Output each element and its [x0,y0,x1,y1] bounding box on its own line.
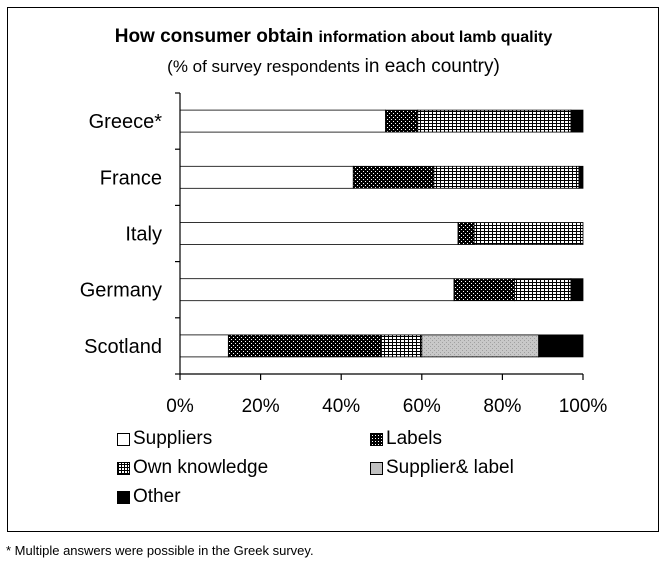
category-label: Italy [125,224,162,246]
legend-swatch [117,461,130,475]
bar-france-other [578,165,584,189]
bar-germany-other [570,278,584,302]
category-label: Scotland [84,336,162,358]
footnote: * Multiple answers were possible in the … [6,543,314,558]
chart-subtitle: (% of survey respondents in each country… [0,56,667,78]
bar-germany-labels [453,278,515,302]
bar-france-suppliers [179,165,354,189]
legend-label: Supplier& label [386,457,514,478]
legend-swatch [117,432,130,446]
legend-item-own-knowledge: Own knowledge [117,457,268,479]
x-tick-label: 100% [559,396,608,417]
legend-item-labels: Labels [370,428,442,450]
bar-italy-own-knowledge [473,222,584,245]
x-tick-label: 40% [322,396,360,417]
legend-label: Other [133,486,181,507]
bar-france-own-knowledge [433,165,580,189]
chart-frame [7,7,659,532]
legend-item-other: Other [117,486,181,508]
x-tick-label: 80% [483,396,521,417]
category-label: France [100,167,162,189]
bar-france-labels [352,165,435,189]
legend-item-supplier-label: Supplier& label [370,457,514,479]
legend-swatch [370,432,383,446]
bar-greece-other [570,109,584,133]
category-label: Germany [80,280,162,302]
bar-greece-own-knowledge [417,109,572,133]
bar-scotland-supplier-label [421,334,540,358]
chart-subtitle-b: in each country) [364,56,500,77]
legend-label: Labels [386,428,442,449]
x-tick-label: 0% [166,396,194,417]
bar-germany-own-knowledge [514,278,572,302]
chart-subtitle-a: (% of survey respondents [167,57,360,76]
legend-item-suppliers: Suppliers [117,428,212,450]
bar-italy-labels [457,222,475,245]
axes-group [175,92,584,380]
bar-scotland-own-knowledge [381,334,423,358]
bar-italy-suppliers [179,222,459,245]
labels-group: Greece* France Italy Germany Scotland 0% 20% 40… [80,111,608,417]
bar-scotland-labels [227,334,382,358]
x-tick-label: 60% [403,396,441,417]
chart-title-main: How consumer obtain [114,26,314,47]
chart-title: How consumer obtain information about la… [0,26,667,48]
legend-label: Suppliers [133,428,213,449]
bar-greece-suppliers [179,109,386,133]
bar-scotland-other [538,334,584,358]
chart-title-rest: information about lamb quality [318,29,553,46]
bars-group [179,109,584,358]
bar-scotland-suppliers [179,334,229,358]
x-tick-label: 20% [242,396,280,417]
bar-greece-labels [385,109,419,133]
category-label: Greece* [89,111,163,133]
legend-swatch [117,490,130,504]
legend-swatch [370,461,383,475]
bar-germany-suppliers [179,278,455,302]
legend-label: Own knowledge [133,457,269,478]
